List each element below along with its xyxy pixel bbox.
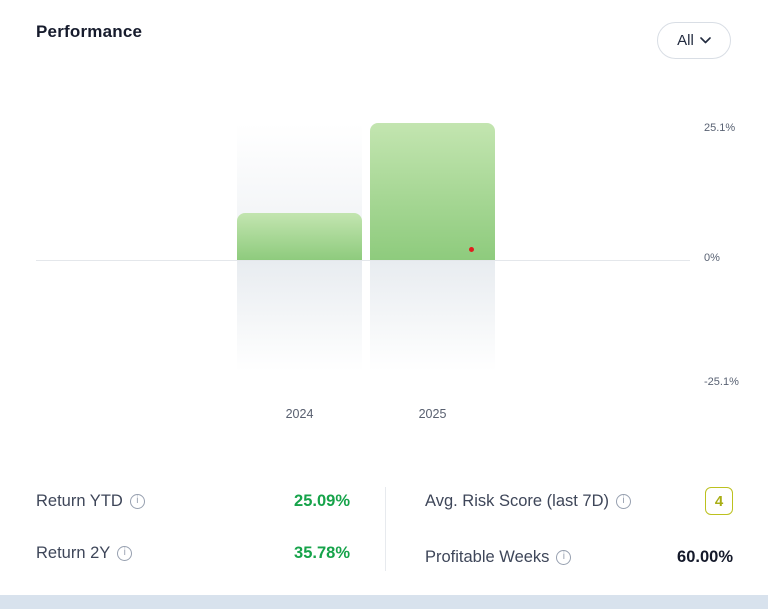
stats-vertical-divider xyxy=(385,487,386,571)
y-axis-tick-max: 25.1% xyxy=(704,122,736,134)
next-section-edge xyxy=(0,595,768,609)
info-icon[interactable]: i xyxy=(556,549,572,565)
stat-row-return-2y: Return 2Y i 35.78% xyxy=(36,539,350,567)
zero-axis-line xyxy=(36,260,690,261)
profitable-weeks-value: 60.00% xyxy=(677,547,733,566)
risk-score-label: Avg. Risk Score (last 7D) xyxy=(425,491,609,510)
stat-row-risk-score: Avg. Risk Score (last 7D) i 4 xyxy=(425,487,733,515)
bar-2025[interactable] xyxy=(370,123,495,260)
profitable-weeks-label: Profitable Weeks xyxy=(425,547,550,566)
return-2y-value: 35.78% xyxy=(294,543,350,562)
time-filter-dropdown[interactable]: All xyxy=(657,22,731,59)
time-filter-label: All xyxy=(677,32,694,49)
chevron-down-icon xyxy=(700,37,711,44)
page-title: Performance xyxy=(36,22,143,41)
bar-reflection xyxy=(370,261,495,391)
x-axis-label-2024: 2024 xyxy=(285,407,314,421)
return-ytd-value: 25.09% xyxy=(294,491,350,510)
info-icon[interactable]: i xyxy=(616,493,631,509)
red-dot-marker xyxy=(469,247,474,252)
return-2y-label: Return 2Y xyxy=(36,543,111,562)
bar-2024[interactable] xyxy=(237,213,362,260)
risk-score-badge: 4 xyxy=(705,487,733,515)
stat-row-profitable-weeks: Profitable Weeks i 60.00% xyxy=(425,543,733,571)
info-icon[interactable]: i xyxy=(117,545,133,561)
info-icon[interactable]: i xyxy=(129,493,145,509)
performance-chart: 25.1% 0% -25.1% 2024 2025 xyxy=(0,80,768,460)
y-axis-tick-min: -25.1% xyxy=(704,376,739,388)
bar-reflection xyxy=(237,261,362,391)
return-ytd-label: Return YTD xyxy=(36,491,123,510)
x-axis-label-2025: 2025 xyxy=(418,407,447,421)
stat-row-return-ytd: Return YTD i 25.09% xyxy=(36,487,350,515)
y-axis-tick-zero: 0% xyxy=(704,252,720,264)
